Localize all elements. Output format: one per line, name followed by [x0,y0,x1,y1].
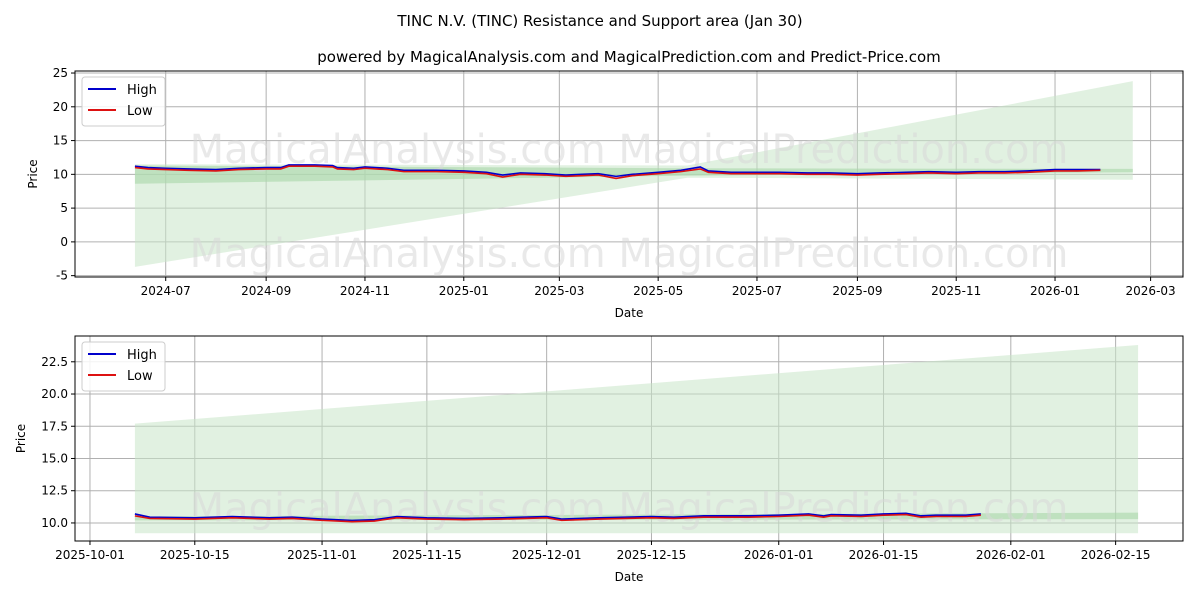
x-tick-label: 2026-01 [1030,284,1080,298]
x-tick-label: 2025-03 [534,284,584,298]
series-line-low [134,513,981,523]
y-tick-label: 20 [53,100,68,114]
legend-label-low: Low [127,369,153,384]
series-line-high [134,512,981,522]
x-tick-label: 2025-11 [931,284,981,298]
x-tick-label: 2026-02-01 [976,548,1046,562]
legend-label-high: High [127,348,157,363]
plot-area: MagicalAnalysis.com MagicalPrediction.co… [134,345,1139,534]
y-tick-label: 17.5 [41,419,68,433]
y-tick-label: 22.5 [41,355,68,369]
x-tick-label: 2024-07 [141,284,191,298]
x-tick-label: 2025-05 [633,284,683,298]
legend-label-low: Low [127,104,153,119]
x-tick-label: 2024-09 [241,284,291,298]
legend: High Low [81,76,166,127]
x-tick-label: 2025-11-01 [287,548,357,562]
legend: High Low [81,341,166,392]
series-line-low [134,165,1101,180]
y-tick-label: 15.0 [41,451,68,465]
watermark: MagicalAnalysis.com MagicalPrediction.co… [190,486,1069,532]
x-axis-label: Date [615,570,644,584]
x-tick-label: 2025-10-15 [160,548,230,562]
watermark: MagicalAnalysis.com MagicalPrediction.co… [190,127,1069,173]
y-axis-label: Price [14,424,28,453]
y-tick-label: 5 [60,201,68,215]
y-tick-label: 25 [53,66,68,80]
x-tick-label: 2026-02-15 [1081,548,1151,562]
y-tick-label: 20.0 [41,387,68,401]
watermark: MagicalAnalysis.com MagicalPrediction.co… [190,231,1069,277]
x-tick-label: 2025-10-01 [55,548,125,562]
y-tick-label: -5 [56,269,68,283]
series-line-high [134,164,1101,178]
chart-title: TINC N.V. (TINC) Resistance and Support … [396,12,802,30]
x-tick-label: 2026-03 [1126,284,1176,298]
legend-label-high: High [127,83,157,98]
x-tick-label: 2025-12-15 [617,548,687,562]
x-tick-label: 2025-12-01 [512,548,582,562]
y-tick-label: 10 [53,167,68,181]
y-tick-label: 0 [60,235,68,249]
x-tick-label: 2025-01 [439,284,489,298]
axes-frame [74,70,1184,278]
chart-bottom-zoomed-resistance-support: 10.0 12.5 15.0 17.5 20.0 22.5 2025-10-01 2025-1… [14,335,1184,584]
x-tick-label: 2026-01-15 [849,548,919,562]
y-tick-label: 12.5 [41,484,68,498]
y-axis-label: Price [26,159,40,188]
chart-subtitle: powered by MagicalAnalysis.com and Magic… [317,48,941,66]
axes-frame [74,335,1184,542]
plot-area: MagicalAnalysis.com MagicalPrediction.co… [134,81,1133,277]
x-tick-label: 2025-11-15 [392,548,462,562]
resistance-support-band [134,345,1139,534]
x-tick-label: 2025-07 [732,284,782,298]
chart-top-resistance-support: -5 0 5 10 15 20 25 2024-07 2024-09 2024-11 2025-01… [26,66,1184,320]
y-tick-label: 15 [53,134,68,148]
x-tick-label: 2024-11 [340,284,390,298]
x-axis-label: Date [615,306,644,320]
x-tick-label: 2025-09 [832,284,882,298]
x-tick-label: 2026-01-01 [744,548,814,562]
y-tick-label: 10.0 [41,516,68,530]
